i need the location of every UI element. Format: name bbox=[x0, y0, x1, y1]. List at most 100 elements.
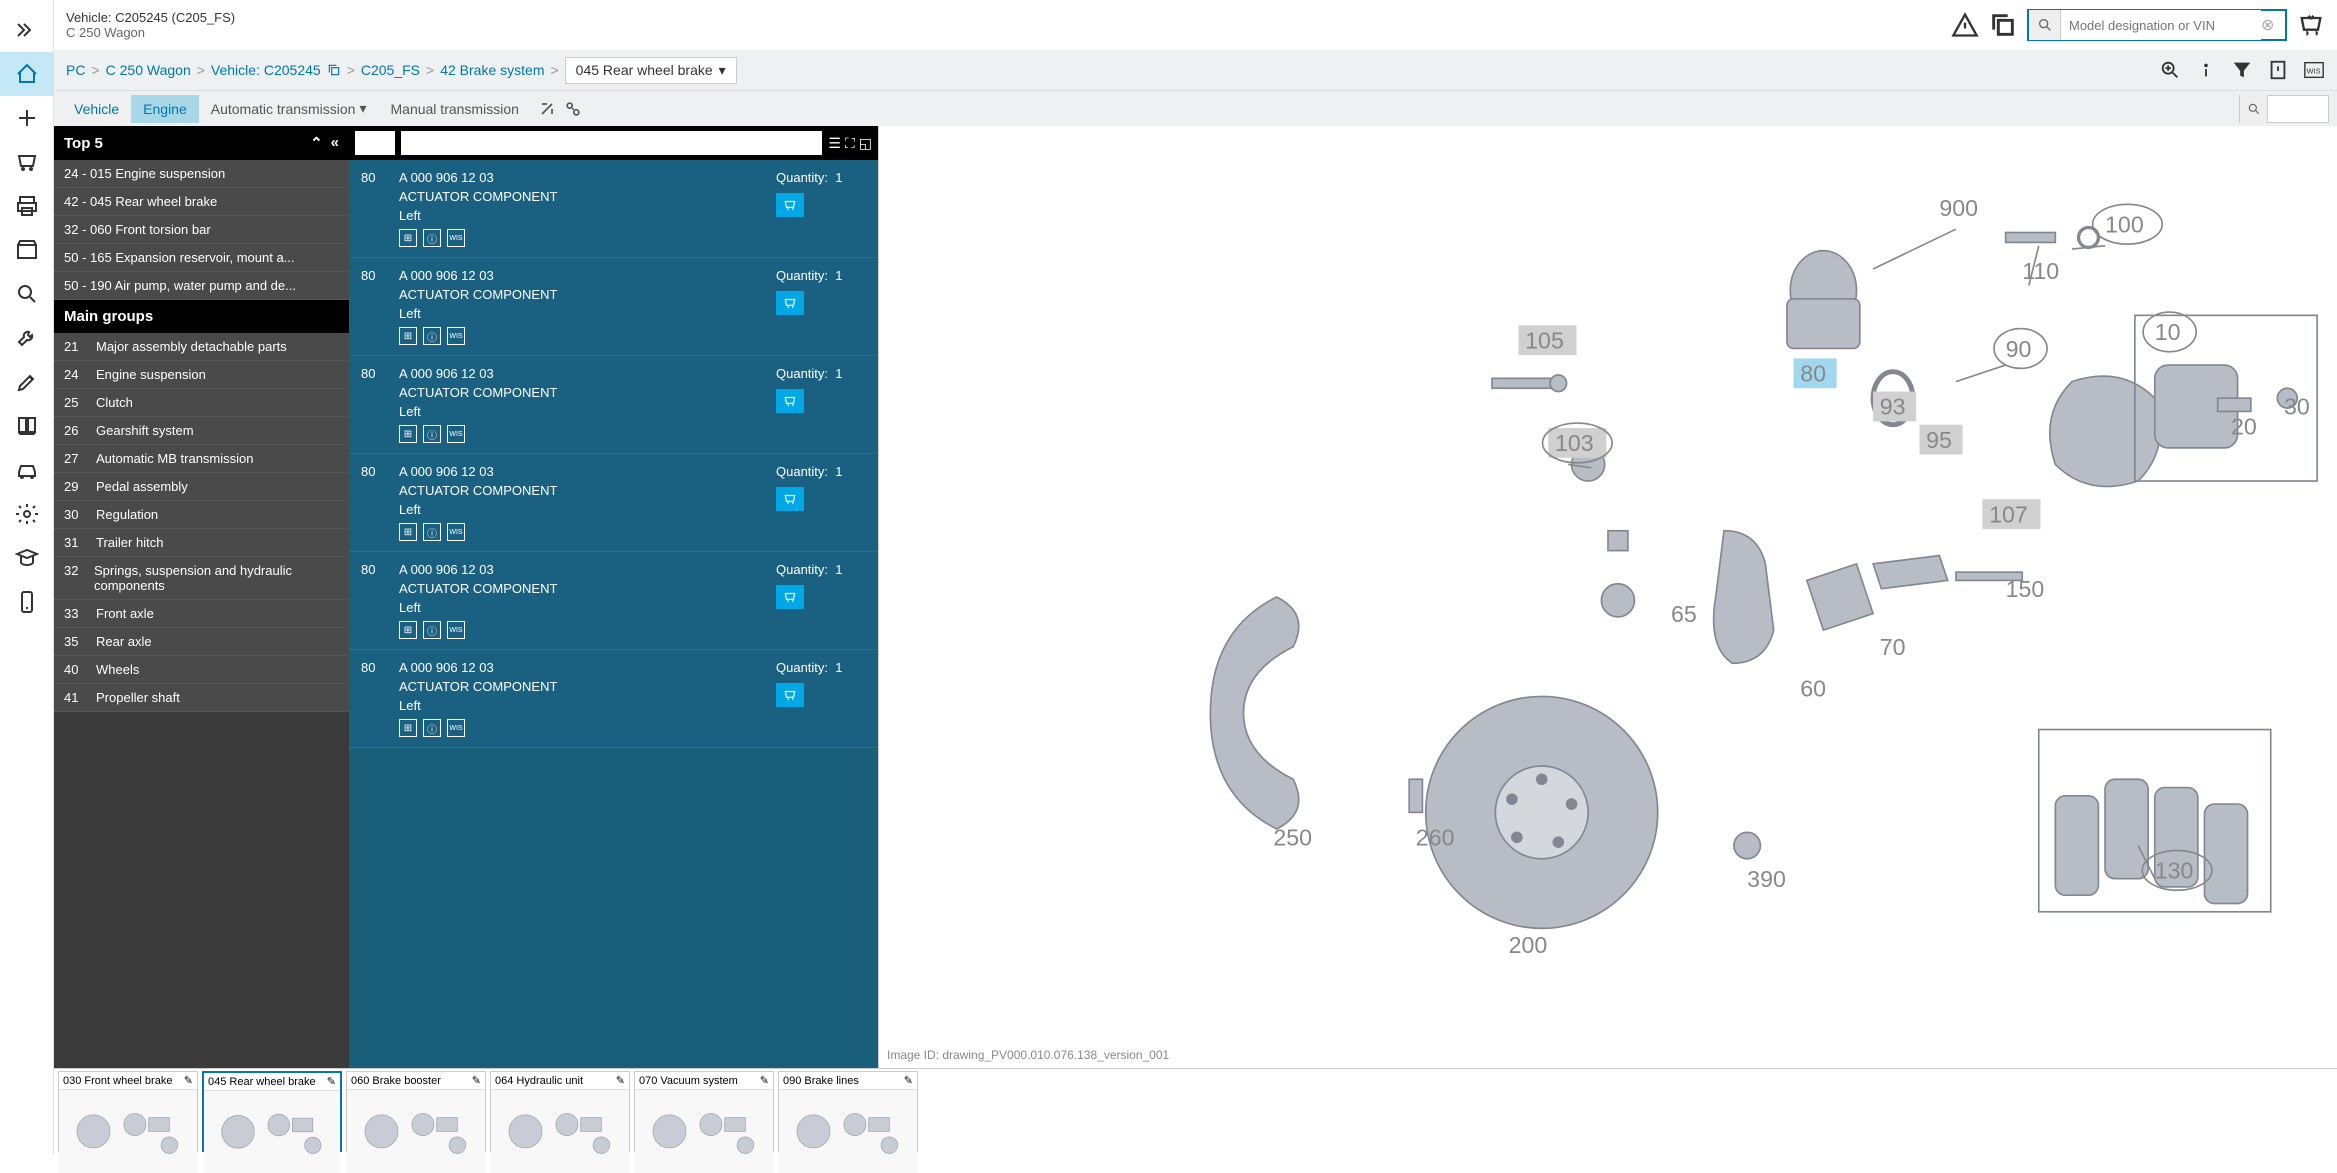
collapse-up-icon[interactable]: ⌃ bbox=[310, 134, 323, 152]
diagram-callout[interactable]: 900 bbox=[1939, 195, 1978, 221]
header-cart-icon[interactable] bbox=[2297, 11, 2325, 39]
diagram-callout[interactable]: 390 bbox=[1747, 866, 1786, 892]
settings-button[interactable] bbox=[0, 492, 54, 536]
diagram-callout[interactable]: 100 bbox=[2105, 212, 2144, 238]
breadcrumb-pc[interactable]: PC bbox=[66, 62, 85, 78]
grid-icon[interactable]: ⊞ bbox=[399, 621, 417, 639]
main-group-item[interactable]: 21Major assembly detachable parts bbox=[54, 333, 349, 361]
expand-sidebar-button[interactable] bbox=[0, 8, 54, 52]
part-row[interactable]: 80 A 000 906 12 03 ACTUATOR COMPONENT Le… bbox=[349, 160, 878, 258]
diagram-callout[interactable]: 110 bbox=[2022, 258, 2059, 284]
tab-manual-transmission[interactable]: Manual transmission bbox=[379, 95, 531, 123]
breadcrumb-model[interactable]: C 250 Wagon bbox=[106, 62, 191, 78]
book-button[interactable] bbox=[0, 404, 54, 448]
part-row[interactable]: 80 A 000 906 12 03 ACTUATOR COMPONENT Le… bbox=[349, 454, 878, 552]
tab-engine[interactable]: Engine bbox=[131, 95, 199, 123]
cart-sidebar-button[interactable] bbox=[0, 140, 54, 184]
collapse-left-icon[interactable]: « bbox=[331, 134, 339, 152]
diagram-callout[interactable]: 20 bbox=[2231, 414, 2257, 440]
wis-small-icon[interactable]: WIS bbox=[447, 229, 465, 247]
info-icon[interactable] bbox=[2195, 59, 2217, 81]
breadcrumb-fs[interactable]: C205_FS bbox=[361, 62, 420, 78]
breadcrumb-copy-icon[interactable] bbox=[327, 63, 341, 77]
wis-small-icon[interactable]: WIS bbox=[447, 425, 465, 443]
wis-small-icon[interactable]: WIS bbox=[447, 523, 465, 541]
main-group-item[interactable]: 30Regulation bbox=[54, 501, 349, 529]
archive-button[interactable] bbox=[0, 228, 54, 272]
thumbnail[interactable]: 064 Hydraulic unit✎ bbox=[490, 1071, 630, 1152]
list-view-icon[interactable]: ☰ bbox=[828, 135, 841, 152]
top5-item[interactable]: 24 - 015 Engine suspension bbox=[54, 160, 349, 188]
main-group-item[interactable]: 32Springs, suspension and hydraulic comp… bbox=[54, 557, 349, 600]
search-icon[interactable] bbox=[2029, 10, 2061, 40]
grid-icon[interactable]: ⊞ bbox=[399, 229, 417, 247]
add-to-cart-button[interactable] bbox=[776, 193, 804, 217]
print-button[interactable] bbox=[0, 184, 54, 228]
breadcrumb-current[interactable]: 045 Rear wheel brake ▾ bbox=[565, 57, 737, 84]
main-group-item[interactable]: 33Front axle bbox=[54, 600, 349, 628]
diagram-callout[interactable]: 150 bbox=[2006, 576, 2045, 602]
add-to-cart-button[interactable] bbox=[776, 487, 804, 511]
diagram-callout[interactable]: 107 bbox=[1989, 501, 2028, 527]
edit-icon[interactable]: ✎ bbox=[760, 1074, 769, 1087]
parts-filter-text[interactable] bbox=[401, 131, 822, 155]
education-button[interactable] bbox=[0, 536, 54, 580]
add-to-cart-button[interactable] bbox=[776, 585, 804, 609]
main-group-item[interactable]: 31Trailer hitch bbox=[54, 529, 349, 557]
info-small-icon[interactable]: ⓘ bbox=[423, 229, 441, 247]
info-small-icon[interactable]: ⓘ bbox=[423, 523, 441, 541]
edit-icon[interactable]: ✎ bbox=[327, 1075, 336, 1088]
top5-item[interactable]: 50 - 190 Air pump, water pump and de... bbox=[54, 272, 349, 300]
diagram-callout[interactable]: 60 bbox=[1800, 675, 1826, 701]
grid-icon[interactable]: ⊞ bbox=[399, 327, 417, 345]
tabs-search-input[interactable] bbox=[2268, 96, 2328, 122]
part-row[interactable]: 80 A 000 906 12 03 ACTUATOR COMPONENT Le… bbox=[349, 258, 878, 356]
tab-tool-icon-1[interactable] bbox=[537, 99, 557, 119]
tab-vehicle[interactable]: Vehicle bbox=[62, 95, 131, 123]
main-group-item[interactable]: 35Rear axle bbox=[54, 628, 349, 656]
main-group-item[interactable]: 41Propeller shaft bbox=[54, 684, 349, 712]
copy-icon[interactable] bbox=[1989, 11, 2017, 39]
diagram-callout[interactable]: 260 bbox=[1416, 825, 1455, 851]
edit-icon[interactable]: ✎ bbox=[184, 1074, 193, 1087]
thumbnail[interactable]: 045 Rear wheel brake✎ bbox=[202, 1071, 342, 1152]
diagram-callout[interactable]: 30 bbox=[2284, 394, 2310, 420]
tabs-search-icon[interactable] bbox=[2240, 95, 2268, 123]
wis-small-icon[interactable]: WIS bbox=[447, 621, 465, 639]
diagram-callout[interactable]: 80 bbox=[1800, 361, 1826, 387]
tab-auto-transmission[interactable]: Automatic transmission▾ bbox=[199, 94, 379, 123]
popout-icon[interactable]: ◱ bbox=[859, 135, 872, 152]
filter-icon[interactable] bbox=[2231, 59, 2253, 81]
add-to-cart-button[interactable] bbox=[776, 683, 804, 707]
top5-item[interactable]: 50 - 165 Expansion reservoir, mount a... bbox=[54, 244, 349, 272]
info-small-icon[interactable]: ⓘ bbox=[423, 425, 441, 443]
car-button[interactable] bbox=[0, 448, 54, 492]
vin-search-input[interactable] bbox=[2061, 10, 2261, 40]
diagram-callout[interactable]: 65 bbox=[1671, 601, 1697, 627]
top5-item[interactable]: 32 - 060 Front torsion bar bbox=[54, 216, 349, 244]
part-row[interactable]: 80 A 000 906 12 03 ACTUATOR COMPONENT Le… bbox=[349, 356, 878, 454]
diagram-callout[interactable]: 200 bbox=[1509, 932, 1548, 958]
info-small-icon[interactable]: ⓘ bbox=[423, 719, 441, 737]
diagram-callout[interactable]: 10 bbox=[2155, 319, 2181, 345]
tab-tool-icon-2[interactable] bbox=[563, 99, 583, 119]
warning-icon[interactable] bbox=[1951, 11, 1979, 39]
part-row[interactable]: 80 A 000 906 12 03 ACTUATOR COMPONENT Le… bbox=[349, 650, 878, 748]
main-group-item[interactable]: 27Automatic MB transmission bbox=[54, 445, 349, 473]
expand-icon[interactable]: ⛶ bbox=[845, 135, 855, 152]
diagram-callout[interactable]: 250 bbox=[1273, 825, 1312, 851]
info-small-icon[interactable]: ⓘ bbox=[423, 621, 441, 639]
main-group-item[interactable]: 24Engine suspension bbox=[54, 361, 349, 389]
add-button[interactable] bbox=[0, 96, 54, 140]
search-sidebar-button[interactable] bbox=[0, 272, 54, 316]
diagram-callout[interactable]: 130 bbox=[2155, 858, 2194, 884]
diagram-callout[interactable]: 95 bbox=[1926, 427, 1952, 453]
diagram[interactable]: 9001001101058090109310395203010765150706… bbox=[879, 126, 2337, 1068]
wis-small-icon[interactable]: WIS bbox=[447, 719, 465, 737]
diagram-callout[interactable]: 105 bbox=[1525, 327, 1564, 353]
add-to-cart-button[interactable] bbox=[776, 291, 804, 315]
diagram-callout[interactable]: 70 bbox=[1880, 634, 1906, 660]
part-row[interactable]: 80 A 000 906 12 03 ACTUATOR COMPONENT Le… bbox=[349, 552, 878, 650]
wrench-button[interactable] bbox=[0, 316, 54, 360]
grid-icon[interactable]: ⊞ bbox=[399, 523, 417, 541]
